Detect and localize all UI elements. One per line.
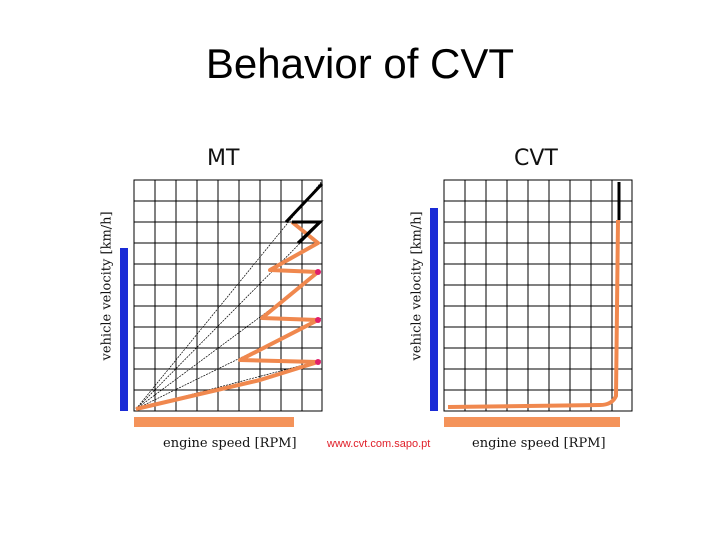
mt-panel [120,179,324,427]
mt-panel-title: MT [207,146,240,171]
cvt-velocity-bar [430,208,438,411]
mt-grid-frame [133,179,323,412]
cvt-acceleration-trace [447,219,620,409]
cvt-panel [430,179,633,427]
cvt-rpm-bar [444,417,620,427]
mt-rpm-bar [134,417,294,427]
mt-x-axis-label: engine speed [RPM] [163,436,297,451]
mt-velocity-bar [120,248,128,411]
mt-gear-line-1 [135,359,323,410]
cvt-x-axis-label: engine speed [RPM] [472,436,606,451]
mt-gear-line-4 [135,220,323,410]
mt-shift-marker-1 [315,359,321,365]
cvt-panel-title: CVT [514,146,558,171]
slide-title: Behavior of CVT [205,40,515,87]
mt-top-gear-trace-upper [284,182,324,224]
source-credit: www.cvt.com.sapo.pt [327,438,431,450]
cvt-grid-frame [443,179,633,412]
cvt-grid [443,179,633,412]
mt-grid [133,179,323,412]
mt-gear-line-5 [135,180,323,410]
mt-shift-marker-3 [315,269,321,275]
mt-shift-marker-2 [315,317,321,323]
mt-top-gear-shift [296,220,322,245]
